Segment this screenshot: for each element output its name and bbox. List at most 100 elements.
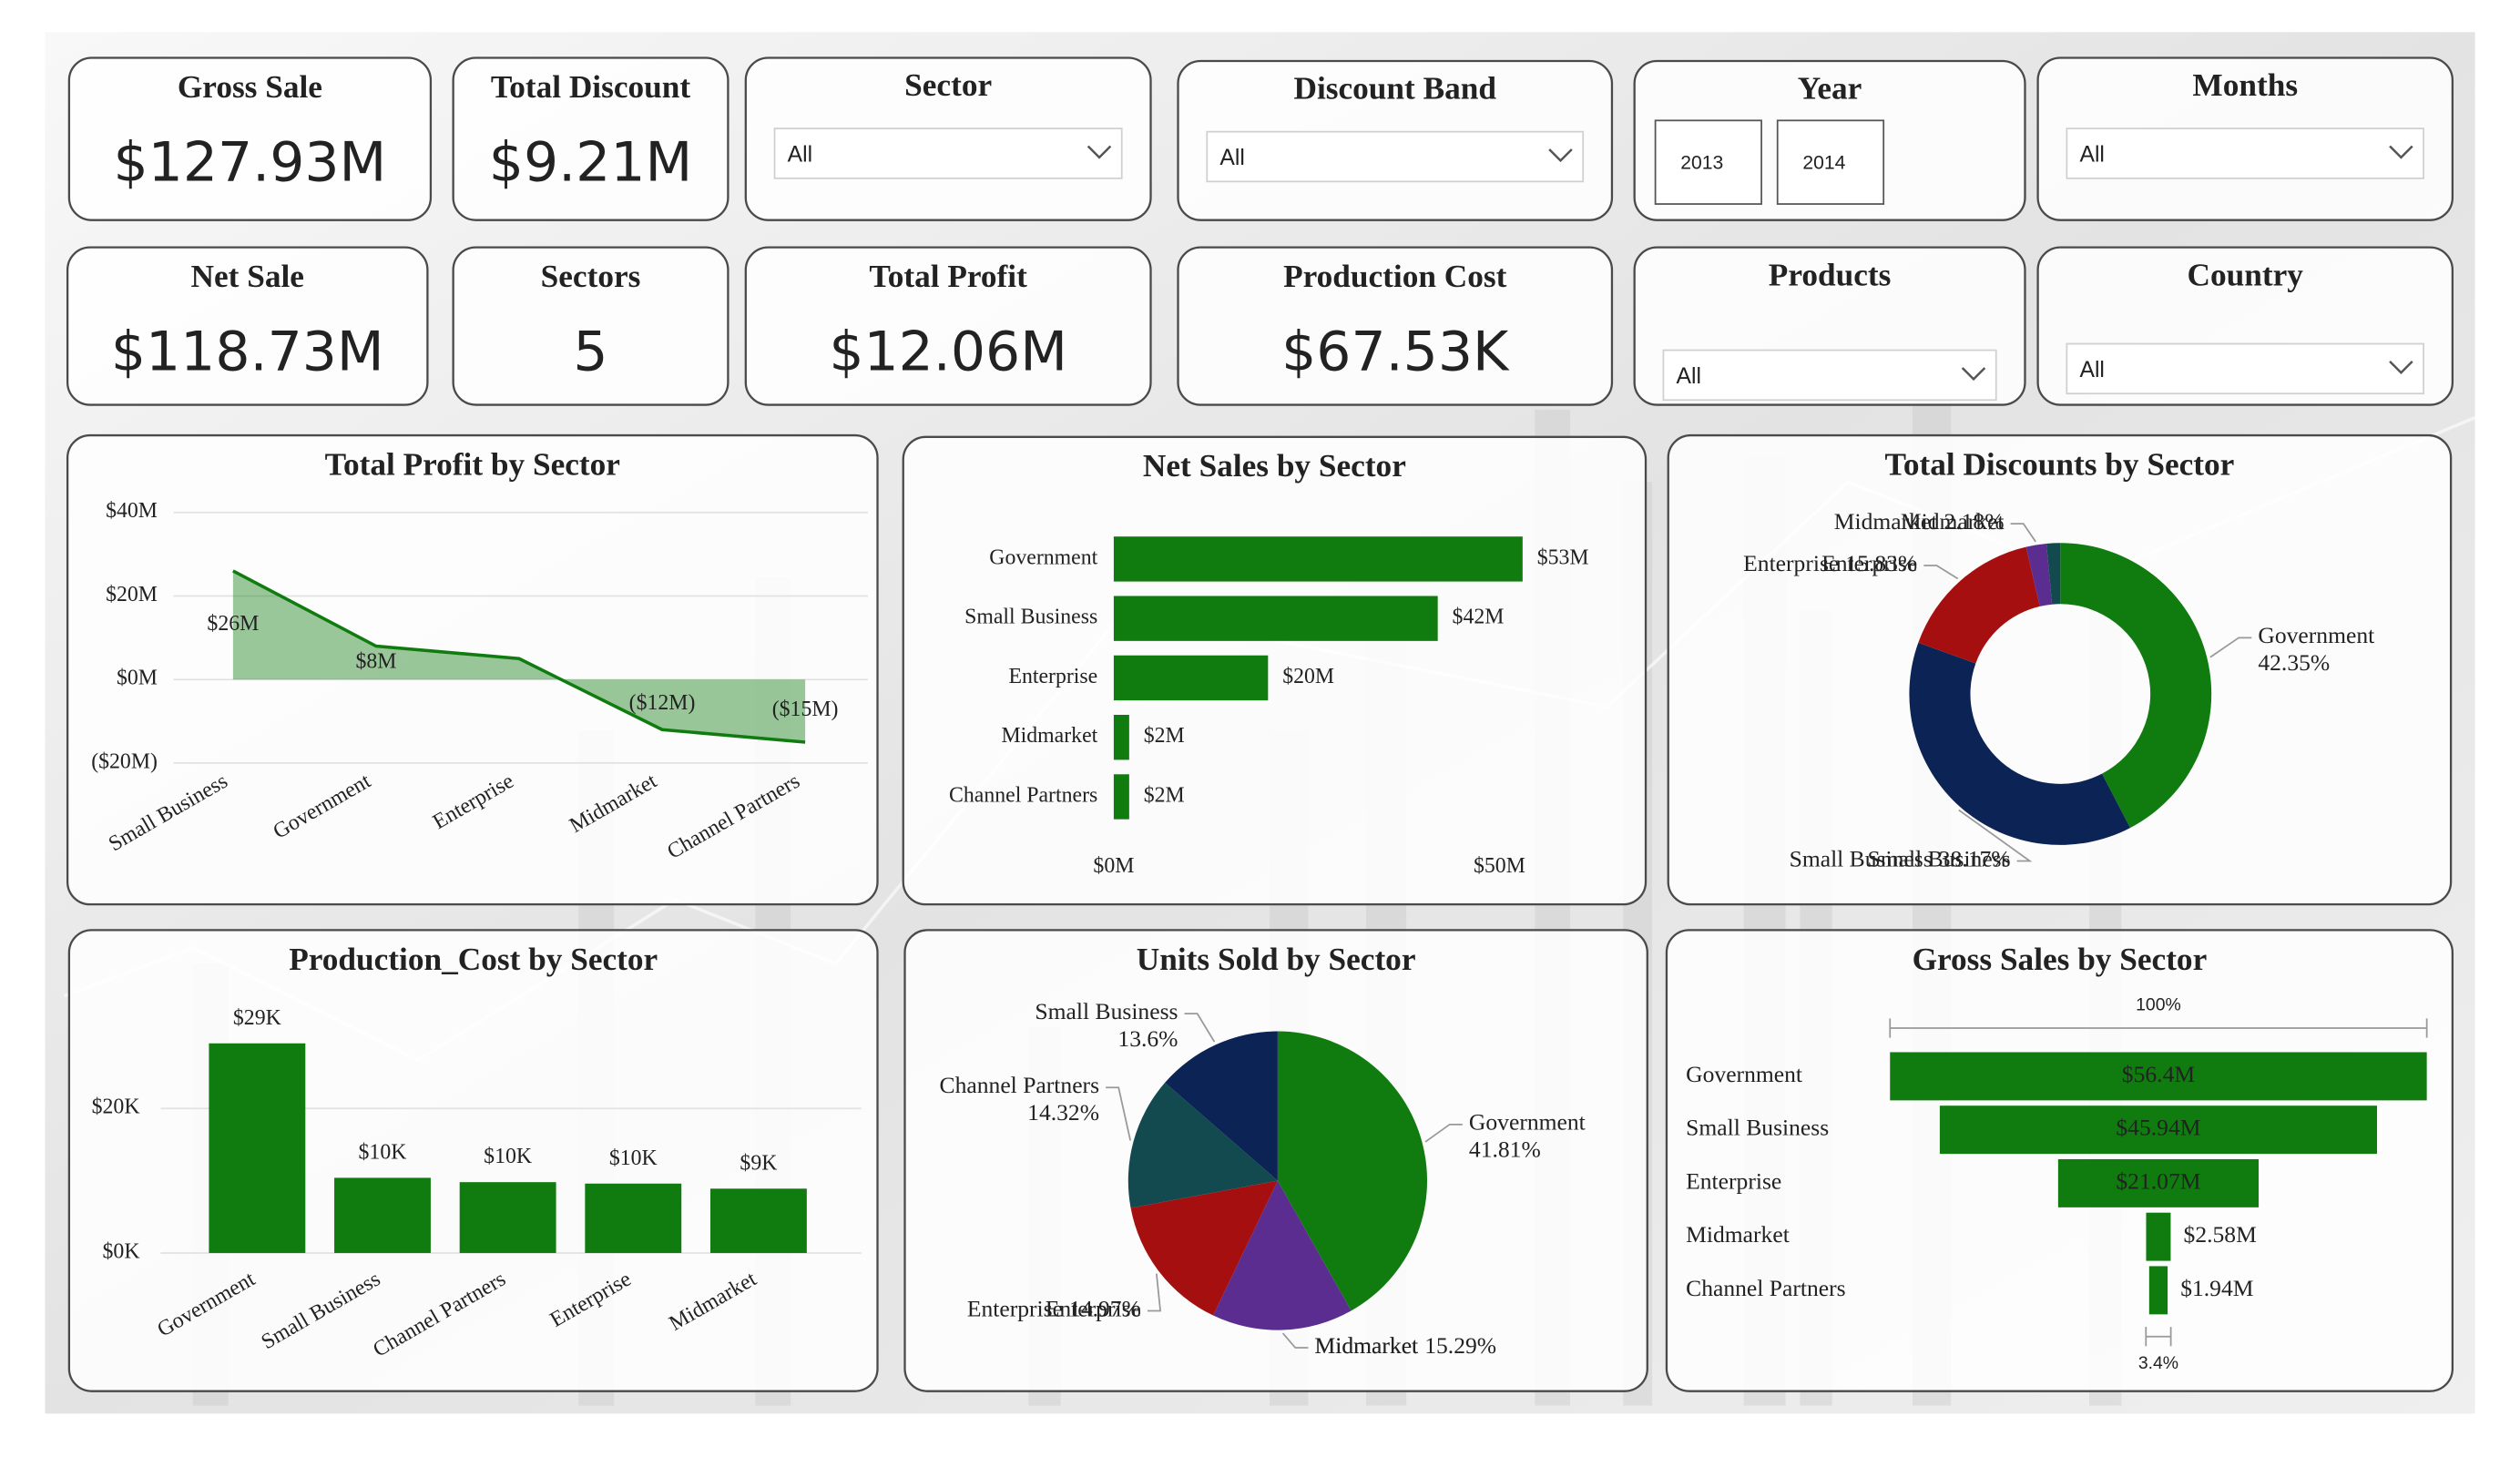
data-label: $56.4M [2122, 1061, 2195, 1087]
leader-line [2209, 637, 2252, 658]
chart-title: Net Sales by Sector [1143, 448, 1406, 484]
data-label: $53M [1537, 545, 1589, 569]
slice-label: Enterprise [1046, 1295, 1141, 1321]
slicer-title: Sector [904, 67, 992, 103]
dropdown-value[interactable]: All [2079, 358, 2104, 382]
slice [2046, 543, 2061, 605]
leader-line [1424, 1123, 1463, 1143]
dropdown[interactable] [2066, 342, 2425, 395]
chart-panel [1667, 433, 2453, 906]
data-label: $29K [233, 1006, 281, 1030]
dropdown-chevron [1087, 145, 1112, 159]
dropdown-value[interactable]: All [1677, 364, 1701, 389]
slice-value: 15.83% [1845, 550, 1917, 576]
kpi-value: $67.53K [1281, 320, 1510, 383]
chart-title: Units Sold by Sector [1137, 942, 1416, 977]
data-label: ($12M) [629, 691, 696, 715]
slice [1165, 1031, 1278, 1181]
chart-title: Total Profit by Sector [325, 446, 620, 482]
kpi-card [452, 56, 729, 221]
bar [459, 1182, 556, 1253]
kpi-value: $127.93M [114, 130, 387, 194]
slicer-option[interactable] [1654, 119, 1762, 205]
slice-label: Midmarket [1901, 508, 2005, 535]
bar [1113, 774, 1129, 820]
funnel-bar [2148, 1266, 2168, 1315]
slice-value: 14.97% [1069, 1295, 1141, 1321]
slicer-option[interactable] [1776, 119, 1885, 205]
slicer-title: Products [1769, 257, 1892, 292]
bar [1113, 596, 1438, 641]
data-label: ($15M) [772, 698, 839, 721]
leader-line [1184, 1013, 1216, 1043]
bar [209, 1043, 306, 1253]
y-tick-label: Midmarket [1002, 724, 1098, 748]
data-label: $2M [1144, 783, 1185, 807]
slice-label-group: Enterprise 15.83% [1743, 550, 1917, 576]
kpi-label: Production Cost [1283, 259, 1507, 294]
slice-label: Midmarket [1314, 1332, 1418, 1359]
slice-label: Channel Partners [940, 1072, 1100, 1098]
kpi-card [67, 56, 433, 221]
slice [1130, 1180, 1278, 1316]
data-label: $2.58M [2184, 1221, 2257, 1248]
dropdown[interactable] [2066, 127, 2425, 179]
kpi-label: Gross Sale [178, 69, 322, 105]
dropdown-chevron [1961, 367, 1986, 382]
dropdown-value[interactable]: All [788, 143, 812, 168]
slicer-title: Months [2192, 67, 2298, 103]
y-tick-label: $20K [92, 1095, 140, 1119]
slicer-title: Discount Band [1293, 71, 1496, 107]
slice-label: Government [2258, 622, 2374, 648]
data-label: $10K [609, 1146, 658, 1170]
y-tick-label: $0K [103, 1239, 140, 1263]
data-label: $26M [207, 612, 259, 636]
dropdown-value[interactable]: All [1219, 146, 1244, 170]
bar [1113, 536, 1523, 582]
slice-value: 14.32% [1027, 1099, 1099, 1126]
dropdown-value[interactable]: All [2079, 143, 2104, 168]
kpi-value: $118.73M [111, 320, 384, 383]
slice [2060, 543, 2212, 829]
bar [334, 1177, 431, 1253]
slice-label-group: Midmarket 2.18% [1834, 508, 2005, 535]
slice [1909, 642, 2131, 845]
slice-label: Government [1469, 1109, 1586, 1136]
kpi-value: $9.21M [489, 130, 692, 194]
kpi-label: Total Profit [869, 259, 1027, 294]
dropdown[interactable] [773, 127, 1123, 179]
slice-value: 13.6% [1117, 1025, 1178, 1052]
slice-value: 41.81% [1469, 1136, 1541, 1163]
dropdown[interactable] [1206, 130, 1585, 183]
y-tick-label: Channel Partners [949, 783, 1097, 807]
data-label: $10K [359, 1140, 407, 1164]
category-label: Enterprise [1686, 1167, 1781, 1194]
slice-label: Enterprise [1821, 550, 1917, 576]
category-label: Small Business [1686, 1115, 1829, 1141]
category-label: Government [1686, 1061, 1802, 1087]
slice-label: Midmarket [1314, 1332, 1418, 1359]
dropdown[interactable] [1662, 349, 1997, 402]
slice-label: Midmarket [1834, 508, 1938, 535]
slice [1127, 1082, 1278, 1208]
area-fill [232, 570, 806, 742]
funnel-bar [1939, 1105, 2377, 1155]
category-label: Channel Partners [1686, 1275, 1846, 1301]
dropdown-chevron [2389, 145, 2413, 159]
slicer-option-label[interactable]: 2013 [1680, 153, 1723, 174]
data-label: $8M [355, 649, 396, 673]
slice-label-group: Small Business 38.17% [1790, 845, 2011, 871]
kpi-card [1177, 246, 1614, 406]
data-label: $2M [1144, 724, 1185, 748]
data-label: $45.94M [2116, 1115, 2200, 1141]
kpi-card [66, 246, 429, 406]
slicer-title: Country [2188, 257, 2304, 292]
content: Gross Sale $127.93M Total Discount $9.21M Ne… [66, 56, 2454, 1392]
slicer-option-label[interactable]: 2014 [1802, 153, 1845, 174]
funnel-bar [1890, 1052, 2427, 1101]
funnel-bar [2146, 1212, 2171, 1261]
slice-label-group: Midmarket 15.29% [1314, 1332, 1496, 1359]
data-label: $21.07M [2116, 1167, 2200, 1194]
